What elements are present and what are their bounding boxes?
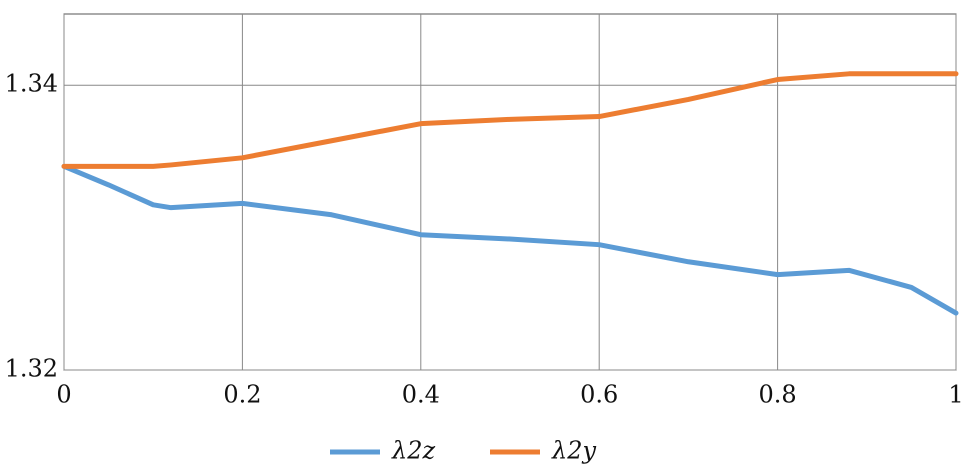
y-tick-label: 1.34 <box>5 70 58 98</box>
y-tick-label: 1.32 <box>5 355 58 383</box>
x-tick-label: 1 <box>948 381 963 409</box>
x-tick-label: 0.4 <box>402 381 440 409</box>
line-series <box>61 163 959 316</box>
x-tick-label: 0.8 <box>759 381 797 409</box>
x-tick-label: 0 <box>56 381 71 409</box>
plot-frame <box>63 13 957 371</box>
legend-label: λ2y <box>551 437 596 465</box>
legend-label: λ2z <box>391 437 435 465</box>
x-tick-label: 0.6 <box>580 381 618 409</box>
x-tick-label: 0.2 <box>223 381 261 409</box>
line-series <box>61 71 959 169</box>
